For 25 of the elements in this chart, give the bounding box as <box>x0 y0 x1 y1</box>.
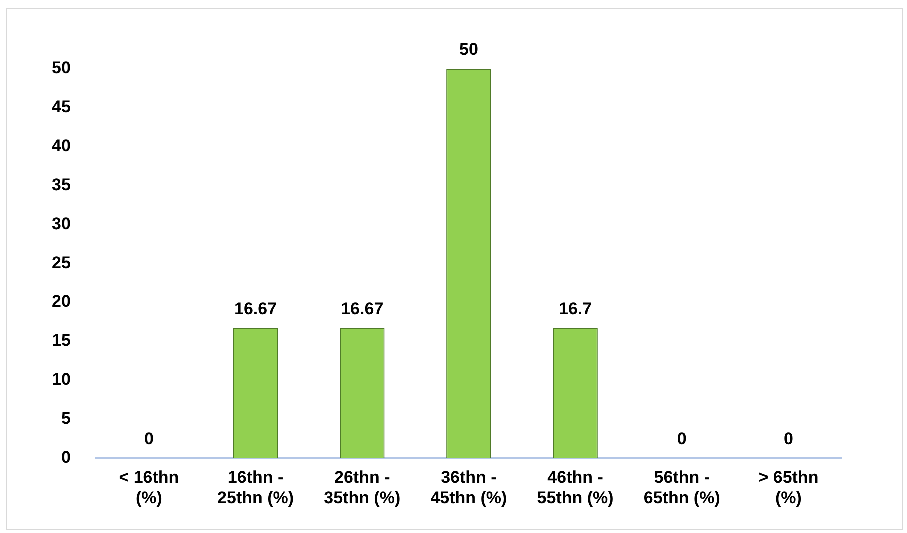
data-label: 16.7 <box>558 299 592 318</box>
x-tick-label: 16thn - 25thn (%) <box>218 468 294 508</box>
x-tick-label: 36thn - 45thn (%) <box>430 468 508 508</box>
data-label: 50 <box>459 40 478 60</box>
x-tick-label: 26thn - 35thn (%) <box>324 468 401 508</box>
y-tick-label: 0 <box>61 448 71 467</box>
data-label: 16.67 <box>341 300 384 319</box>
x-tick-label: < 16thn (%) <box>119 468 180 508</box>
data-label: 0 <box>677 429 687 448</box>
y-tick-label: 5 <box>61 408 71 428</box>
y-tick-label: 10 <box>52 370 71 390</box>
data-label: 0 <box>144 429 154 448</box>
x-tick-label: 46thn - 55thn (%) <box>537 468 614 508</box>
y-tick-label: 30 <box>52 214 71 234</box>
data-label: 0 <box>784 429 794 448</box>
y-tick-label: 35 <box>52 175 71 194</box>
data-label: 16.67 <box>234 300 278 319</box>
y-tick-label: 25 <box>52 253 71 272</box>
x-tick-label: 56thn - 65thn (%) <box>644 468 720 508</box>
y-tick-label: 40 <box>52 136 71 156</box>
y-tick-label: 20 <box>52 292 71 312</box>
x-tick-label: > 65thn (%) <box>758 468 819 508</box>
y-tick-label: 50 <box>52 58 71 78</box>
y-tick-label: 45 <box>52 98 71 117</box>
y-tick-label: 15 <box>52 331 71 350</box>
